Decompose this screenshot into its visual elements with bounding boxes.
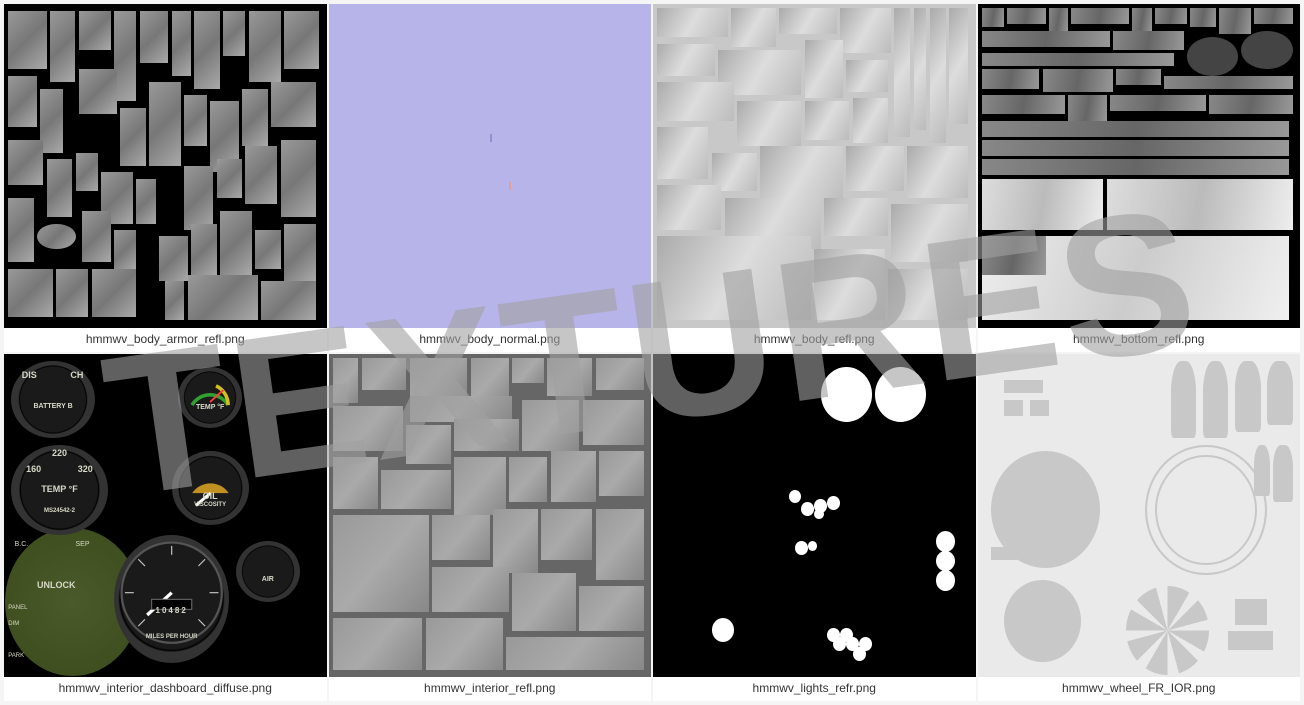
thumbnail-filename: hmmwv_lights_refr.png bbox=[653, 677, 976, 701]
thumbnail-image: DIS CH BATTERY B TEMP °F 160 220 320 TEM… bbox=[4, 354, 327, 678]
thumbnail-image bbox=[653, 4, 976, 328]
thumbnail-cell[interactable]: hmmwv_body_normal.png bbox=[329, 4, 652, 352]
thumbnail-filename: hmmwv_bottom_refl.png bbox=[978, 328, 1301, 352]
label-panel: PANEL bbox=[8, 605, 27, 611]
thumbnail-filename: hmmwv_interior_refl.png bbox=[329, 677, 652, 701]
thumbnail-filename: hmmwv_interior_dashboard_diffuse.png bbox=[4, 677, 327, 701]
thumbnail-filename: hmmwv_body_armor_refl.png bbox=[4, 328, 327, 352]
thumbnail-cell[interactable]: hmmwv_body_armor_refl.png bbox=[4, 4, 327, 352]
gauge-temp-big: 160 220 320 TEMP °F MS24542-2 bbox=[11, 445, 107, 535]
thumbnail-image bbox=[329, 4, 652, 328]
thumbnail-image bbox=[978, 4, 1301, 328]
thumbnail-image bbox=[978, 354, 1301, 678]
thumbnail-image bbox=[653, 354, 976, 678]
gauge-oil: OIL VISCOSITY bbox=[172, 451, 249, 525]
gauge-speedometer: 10482 MILES PER HOUR bbox=[114, 535, 229, 664]
thumbnail-filename: hmmwv_body_refl.png bbox=[653, 328, 976, 352]
gauge-temp-small: TEMP °F bbox=[178, 367, 242, 428]
thumbnail-cell[interactable]: hmmwv_bottom_refl.png bbox=[978, 4, 1301, 352]
thumbnail-cell[interactable]: hmmwv_interior_refl.png bbox=[329, 354, 652, 702]
gauge-battery: DIS CH BATTERY B bbox=[11, 361, 94, 438]
thumbnail-filename: hmmwv_body_normal.png bbox=[329, 328, 652, 352]
texture-thumbnail-grid: hmmwv_body_armor_refl.png hmmwv_body_nor… bbox=[0, 0, 1304, 705]
thumbnail-image bbox=[329, 354, 652, 678]
thumbnail-filename: hmmwv_wheel_FR_IOR.png bbox=[978, 677, 1301, 701]
label-unlock: UNLOCK bbox=[37, 580, 76, 590]
label-dim: DIM bbox=[8, 621, 19, 627]
thumbnail-cell[interactable]: DIS CH BATTERY B TEMP °F 160 220 320 TEM… bbox=[4, 354, 327, 702]
thumbnail-image bbox=[4, 4, 327, 328]
thumbnail-cell[interactable]: hmmwv_lights_refr.png bbox=[653, 354, 976, 702]
label-park: PARK bbox=[8, 653, 24, 659]
thumbnail-cell[interactable]: hmmwv_body_refl.png bbox=[653, 4, 976, 352]
label-sep: SEP bbox=[76, 541, 90, 548]
thumbnail-cell[interactable]: hmmwv_wheel_FR_IOR.png bbox=[978, 354, 1301, 702]
gauge-air: AIR bbox=[236, 541, 300, 602]
label-bc: B.C. bbox=[15, 541, 29, 548]
